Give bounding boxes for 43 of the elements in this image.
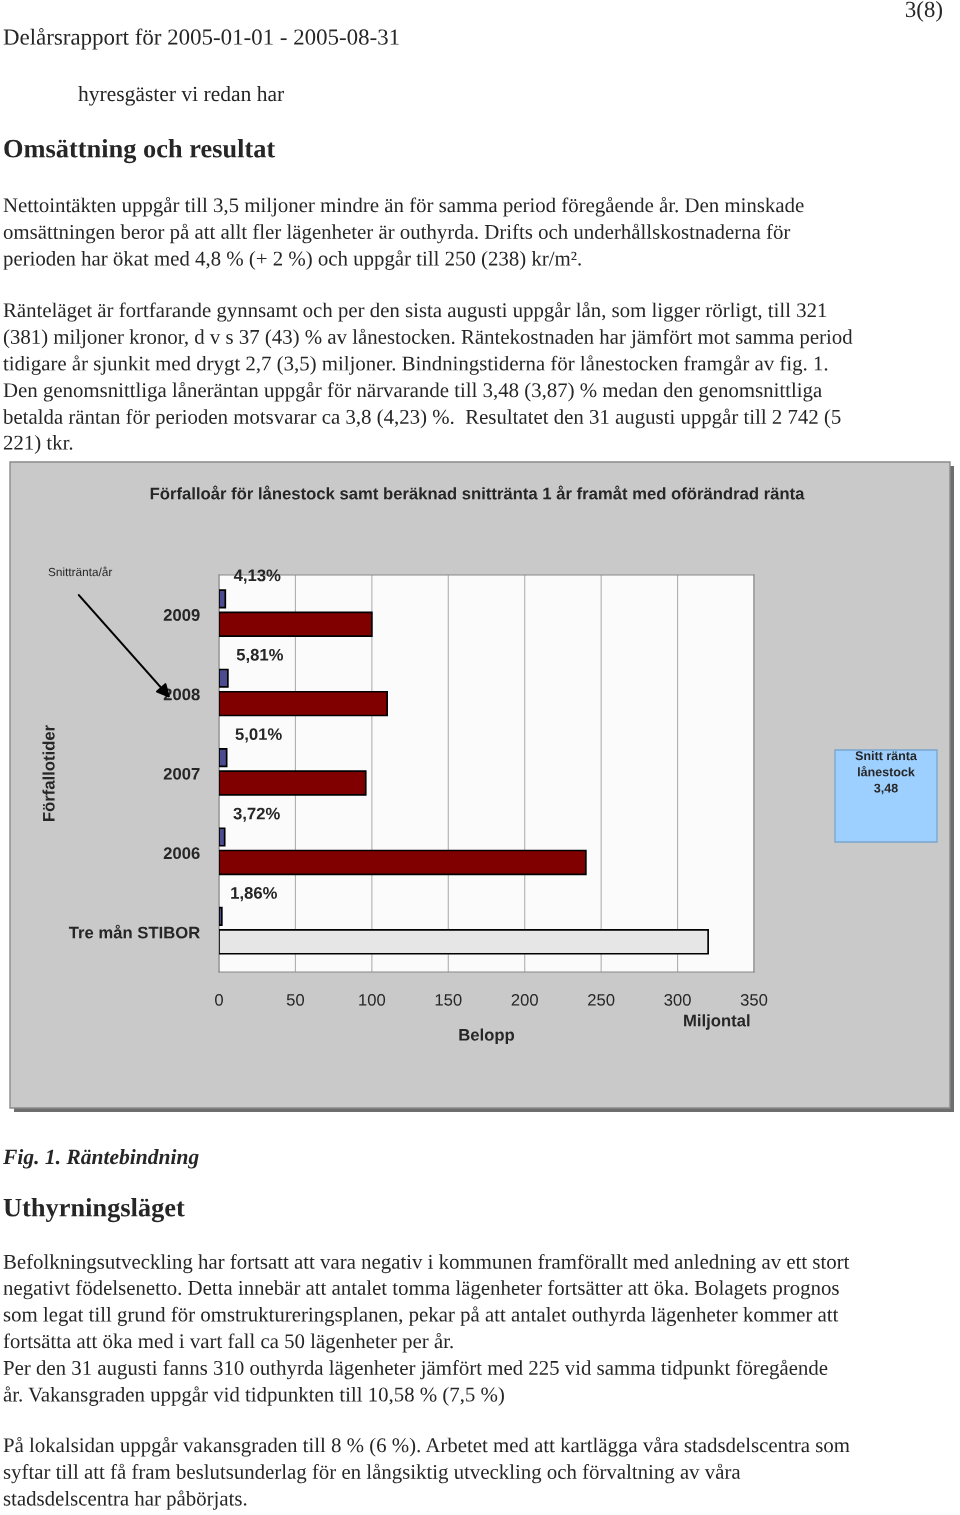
- caption: Fig. 1. Räntebindning: [2, 1149, 199, 1169]
- chart-title: Förfalloår för lånestock samt beräknad snittränta 1 år framåt med oförändrad ränta: [150, 485, 805, 500]
- text: Befolkningsutveckling har fortsatt att vara negativ i kommunen framförallt med anledning av ett stort negativt födelsenetto. Detta innebär att antalet tomma lägenheter fortsätter att öka. Bolagets prognos som legat till grund för omstruktureringsplanen, pekar på att antalet outhyrda lägenheter kommer att fortsätta att öka med i vart fall ca 50 lägenheter per år. Per den 31 augusti fanns 310 outhyrda lägenheter jämfört med 225 vid samma tidpunkt föregående år. Vakansgraden uppgår vid tidpunkten till 10,58 % (7,5 %): [3, 1254, 850, 1406]
- text: Ränteläget är fortfarande gynnsamt och per den sista augusti uppgår lån, som ligger rörligt, till 321 (381) miljoner kronor, d v s 37 (43) % av lånestocken. Räntekostnaden har jämfört mot samma period tidigare år sjunkit med drygt 2,7 (3,5) miljoner. Bindningstiderna för lånestocken framgår av fig. 1. Den genomsnittliga låneräntan uppgår för närvarande till 3,48 (3,87) % medan den genomsnittliga betalda räntan för perioden motsvarar ca 3,8 (4,23) %. Resultatet den 31 augusti uppgår till 2 742 (5 221) tkr.: [3, 302, 853, 454]
- bar: [219, 611, 373, 637]
- bar: [219, 849, 587, 876]
- x-axis-title: Belopp: [459, 1028, 515, 1045]
- x-tick-label: 0: [215, 993, 223, 1006]
- text: Miljontal: [684, 1014, 750, 1030]
- data-label: 3,72%: [233, 807, 280, 822]
- y-tick-label: Tre mån STIBOR: [68, 924, 200, 939]
- x-tick-label: 50: [286, 993, 305, 1006]
- x-tick-label: 300: [664, 993, 691, 1006]
- bar: [219, 748, 228, 768]
- y-tick-label: 2006: [163, 847, 200, 860]
- data-label: 5,01%: [235, 728, 282, 743]
- x-tick-label: 200: [511, 993, 538, 1006]
- text: Omsättning och resultat: [4, 139, 276, 164]
- y-tick-label: 2007: [163, 767, 200, 780]
- text: På lokalsidan uppgår vakansgraden till 8 % (6 %). Arbetet med att kartlägga våra stadsdelscentra som syftar till att få fram beslutsunderlag för en långsiktig utveckling och förvaltning av våra stadsdelscentra har påbörjats.: [3, 1437, 850, 1510]
- bar: [219, 929, 709, 955]
- data-label: 4,13%: [233, 569, 281, 584]
- text: Uthyrningsläget: [3, 1198, 185, 1223]
- bar: [219, 690, 388, 717]
- x-tick-label: 350: [740, 993, 768, 1006]
- data-label: 1,86%: [231, 887, 277, 902]
- y-axis-title: Förfallotider: [42, 725, 55, 821]
- text: Snitt ränta lånestock 3,48: [855, 750, 917, 795]
- x-tick-label: 100: [359, 993, 386, 1006]
- data-label: 5,81%: [236, 648, 284, 664]
- bar: [219, 770, 367, 796]
- text: Delårsrapport för 2005-01-01 - 2005-08-31: [3, 28, 399, 50]
- text: Snittränta/år: [48, 566, 113, 577]
- bar: [219, 827, 226, 847]
- text: hyresgäster vi redan har: [78, 86, 285, 106]
- x-tick-label: 150: [435, 993, 462, 1006]
- y-tick-label: 2009: [163, 609, 200, 621]
- text: Nettointäkten uppgår till 3,5 miljoner mindre än för samma period föregående år. Den minskade omsättningen beror på att allt fler lägenheter är outhyrda. Drifts och underhållskostnaderna för perioden har ökat med 4,8 % (+ 2 %) och uppgår till 250 (238) kr/m².: [3, 197, 804, 270]
- x-tick-label: 250: [588, 993, 615, 1006]
- bar: [219, 668, 229, 688]
- text: 3(8): [905, 1, 942, 22]
- bar: [219, 906, 223, 926]
- bar: [219, 589, 227, 609]
